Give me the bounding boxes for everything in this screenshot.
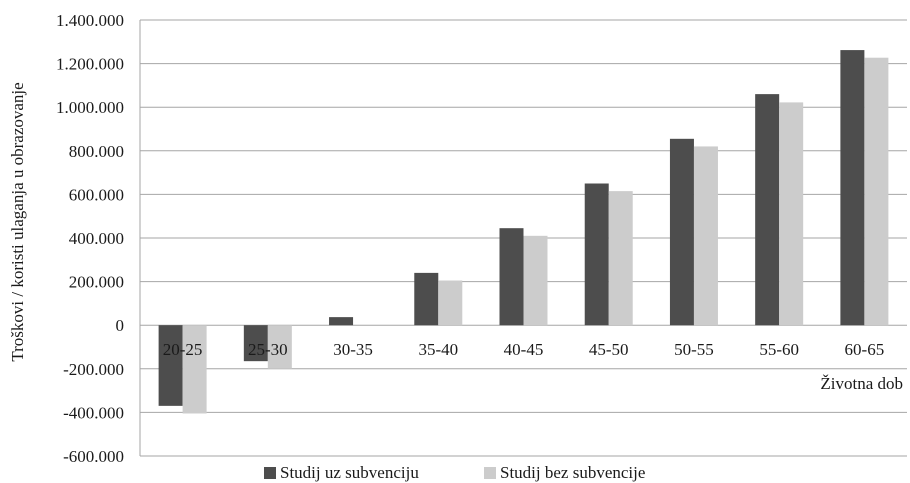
x-tick-label: 60-65 bbox=[845, 340, 885, 359]
y-tick-label: 400.000 bbox=[69, 229, 124, 248]
x-tick-label: 35-40 bbox=[418, 340, 458, 359]
y-tick-labels: -600.000 -400.000 -200.000 0 200.000 400.000 6… bbox=[56, 11, 124, 466]
x-axis-title: Životna dob bbox=[820, 374, 903, 393]
bar-series-2 bbox=[864, 57, 889, 326]
y-tick-label: 600.000 bbox=[69, 185, 124, 204]
y-tick-label: -600.000 bbox=[63, 447, 124, 466]
bar-series-1 bbox=[755, 94, 780, 326]
bar-series-1 bbox=[499, 228, 524, 326]
y-tick-label: -200.000 bbox=[63, 360, 124, 379]
legend-swatch-series-2 bbox=[484, 467, 496, 479]
y-tick-label: -400.000 bbox=[63, 403, 124, 422]
x-tick-label: 20-25 bbox=[163, 340, 203, 359]
legend: Studij uz subvenciju Studij bez subvenci… bbox=[264, 463, 645, 482]
y-tick-label: 1.200.000 bbox=[56, 55, 124, 74]
y-tick-label: 800.000 bbox=[69, 142, 124, 161]
legend-label-series-2: Studij bez subvencije bbox=[500, 463, 645, 482]
y-tick-label: 1.400.000 bbox=[56, 11, 124, 30]
bar-series-2 bbox=[438, 280, 463, 326]
x-tick-label: 50-55 bbox=[674, 340, 714, 359]
legend-swatch-series-1 bbox=[264, 467, 276, 479]
bar-series-1 bbox=[840, 50, 865, 326]
x-tick-label: 40-45 bbox=[504, 340, 544, 359]
bar-series-2 bbox=[779, 102, 804, 326]
bar-series-2 bbox=[523, 235, 548, 326]
bar-series-1 bbox=[584, 183, 609, 326]
y-tick-label: 1.000.000 bbox=[56, 98, 124, 117]
bar-series-1 bbox=[414, 272, 439, 326]
legend-label-series-1: Studij uz subvenciju bbox=[280, 463, 419, 482]
x-tick-label: 55-60 bbox=[759, 340, 799, 359]
bar-series-1 bbox=[158, 325, 183, 406]
bar-series-1 bbox=[243, 325, 268, 362]
y-tick-label: 200.000 bbox=[69, 273, 124, 292]
bar-series-1 bbox=[669, 138, 694, 326]
bar-series-2 bbox=[608, 191, 633, 326]
y-axis-title: Troškovi / koristi ulaganja u obrazovanj… bbox=[8, 82, 27, 361]
bar-series-2 bbox=[182, 325, 207, 414]
x-tick-labels: 20-25 25-30 30-35 35-40 40-45 45-50 50-55 55-60… bbox=[163, 340, 884, 359]
bar-series-2 bbox=[267, 325, 292, 369]
x-tick-label: 25-30 bbox=[248, 340, 288, 359]
y-tick-label: 0 bbox=[116, 316, 125, 335]
x-tick-label: 45-50 bbox=[589, 340, 629, 359]
bars bbox=[158, 50, 889, 414]
x-tick-label: 30-35 bbox=[333, 340, 373, 359]
bar-series-2 bbox=[693, 146, 718, 326]
bar-series-1 bbox=[329, 317, 354, 326]
